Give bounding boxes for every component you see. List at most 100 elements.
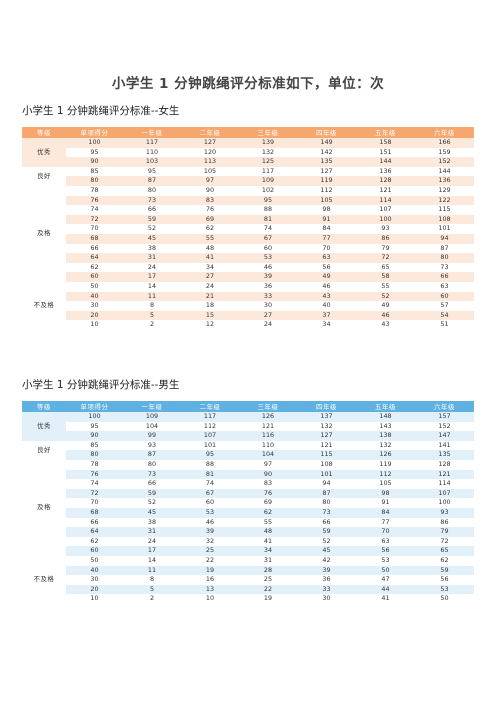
girls-score-table: 等级 单项得分 一年级 二年级 三年级 四年级 五年级 六年级 优秀 100 117 127 139 1… xyxy=(22,127,474,330)
count-cell: 132 xyxy=(356,440,415,451)
count-cell: 65 xyxy=(415,546,474,556)
score-cell: 62 xyxy=(66,262,123,273)
count-cell: 113 xyxy=(181,157,239,167)
table-row: 优秀 100 117 127 139 149 158 166 xyxy=(22,138,474,167)
count-cell: 42 xyxy=(297,555,356,566)
count-cell: 66 xyxy=(415,272,474,282)
score-cell: 50 xyxy=(66,555,123,566)
count-cell: 73 xyxy=(123,469,181,480)
count-cell: 100 xyxy=(415,498,474,508)
count-cell: 121 xyxy=(415,469,474,480)
count-cell: 129 xyxy=(415,185,474,196)
count-cell: 105 xyxy=(181,166,239,177)
count-cell: 127 xyxy=(297,166,356,177)
count-cell: 25 xyxy=(239,575,297,585)
count-cell: 73 xyxy=(415,262,474,273)
count-cell: 58 xyxy=(356,272,415,282)
table-row: 30 8 16 25 36 47 56 xyxy=(22,575,474,585)
girls-header-cell: 五年级 xyxy=(356,127,415,138)
count-cell: 34 xyxy=(239,546,297,556)
score-cell: 66 xyxy=(66,517,123,528)
count-cell: 81 xyxy=(239,214,297,225)
count-cell: 74 xyxy=(181,479,239,489)
girls-level-cell: 不及格 xyxy=(22,281,66,330)
count-cell: 37 xyxy=(297,310,356,321)
boys-header-cell: 五年级 xyxy=(356,401,415,412)
score-cell: 20 xyxy=(66,584,123,595)
count-cell: 87 xyxy=(123,176,181,186)
count-cell: 91 xyxy=(297,214,356,225)
boys-level-cell: 及格 xyxy=(22,459,66,556)
score-cell: 80 xyxy=(66,450,123,460)
count-cell: 24 xyxy=(181,281,239,292)
count-cell: 39 xyxy=(297,565,356,576)
table-row: 90 99 107 116 127 138 147 xyxy=(22,431,474,441)
count-cell: 63 xyxy=(356,536,415,547)
count-cell: 10 xyxy=(181,594,239,604)
table-row: 95 104 112 121 132 143 152 xyxy=(22,421,474,432)
table-row: 60 17 27 39 49 58 66 xyxy=(22,272,474,282)
count-cell: 79 xyxy=(415,527,474,537)
count-cell: 62 xyxy=(415,555,474,566)
count-cell: 166 xyxy=(415,138,474,148)
score-cell: 78 xyxy=(66,459,123,470)
table-row: 74 66 76 88 98 107 115 xyxy=(22,205,474,215)
table-row: 80 87 97 109 119 128 136 xyxy=(22,176,474,186)
count-cell: 90 xyxy=(239,469,297,480)
count-cell: 31 xyxy=(123,527,181,537)
count-cell: 125 xyxy=(239,157,297,167)
count-cell: 50 xyxy=(415,594,474,604)
count-cell: 14 xyxy=(123,281,181,292)
count-cell: 94 xyxy=(297,479,356,489)
count-cell: 56 xyxy=(415,575,474,585)
count-cell: 11 xyxy=(123,291,181,302)
count-cell: 74 xyxy=(239,224,297,234)
count-cell: 28 xyxy=(239,565,297,576)
count-cell: 12 xyxy=(181,320,239,330)
boys-header-cell: 二年级 xyxy=(181,401,239,412)
count-cell: 83 xyxy=(239,479,297,489)
count-cell: 110 xyxy=(123,147,181,158)
count-cell: 95 xyxy=(123,166,181,177)
score-cell: 76 xyxy=(66,195,123,206)
count-cell: 126 xyxy=(239,412,297,422)
score-cell: 90 xyxy=(66,157,123,167)
count-cell: 59 xyxy=(415,565,474,576)
count-cell: 53 xyxy=(415,584,474,595)
count-cell: 101 xyxy=(181,440,239,451)
girls-header-row: 等级 单项得分 一年级 二年级 三年级 四年级 五年级 六年级 xyxy=(22,127,474,138)
count-cell: 87 xyxy=(297,488,356,499)
count-cell: 22 xyxy=(181,555,239,566)
table-row: 90 103 113 125 135 144 152 xyxy=(22,157,474,167)
count-cell: 128 xyxy=(356,176,415,186)
table-row: 76 73 83 95 105 114 122 xyxy=(22,195,474,206)
count-cell: 88 xyxy=(181,459,239,470)
count-cell: 104 xyxy=(239,450,297,460)
table-row: 66 38 46 55 66 77 86 xyxy=(22,517,474,528)
count-cell: 55 xyxy=(356,281,415,292)
count-cell: 122 xyxy=(415,195,474,206)
count-cell: 107 xyxy=(415,488,474,499)
count-cell: 157 xyxy=(415,412,474,422)
boys-section-title: 小学生 1 分钟跳绳评分标准--男生 xyxy=(22,379,180,391)
count-cell: 27 xyxy=(181,272,239,282)
count-cell: 121 xyxy=(297,440,356,451)
count-cell: 53 xyxy=(181,507,239,518)
count-cell: 136 xyxy=(356,166,415,177)
count-cell: 57 xyxy=(415,301,474,311)
table-row: 20 5 13 22 33 44 53 xyxy=(22,584,474,595)
table-row: 不及格 50 14 24 36 46 55 63 xyxy=(22,281,474,330)
score-cell: 50 xyxy=(66,281,123,292)
count-cell: 43 xyxy=(297,291,356,302)
count-cell: 52 xyxy=(297,536,356,547)
count-cell: 86 xyxy=(356,233,415,244)
count-cell: 50 xyxy=(356,565,415,576)
boys-header-cell: 六年级 xyxy=(415,401,474,412)
count-cell: 62 xyxy=(239,507,297,518)
table-row: 80 87 95 104 115 126 135 xyxy=(22,450,474,460)
count-cell: 62 xyxy=(181,224,239,234)
count-cell: 128 xyxy=(415,459,474,470)
count-cell: 11 xyxy=(123,565,181,576)
count-cell: 18 xyxy=(181,301,239,311)
boys-header-cell: 三年级 xyxy=(239,401,297,412)
